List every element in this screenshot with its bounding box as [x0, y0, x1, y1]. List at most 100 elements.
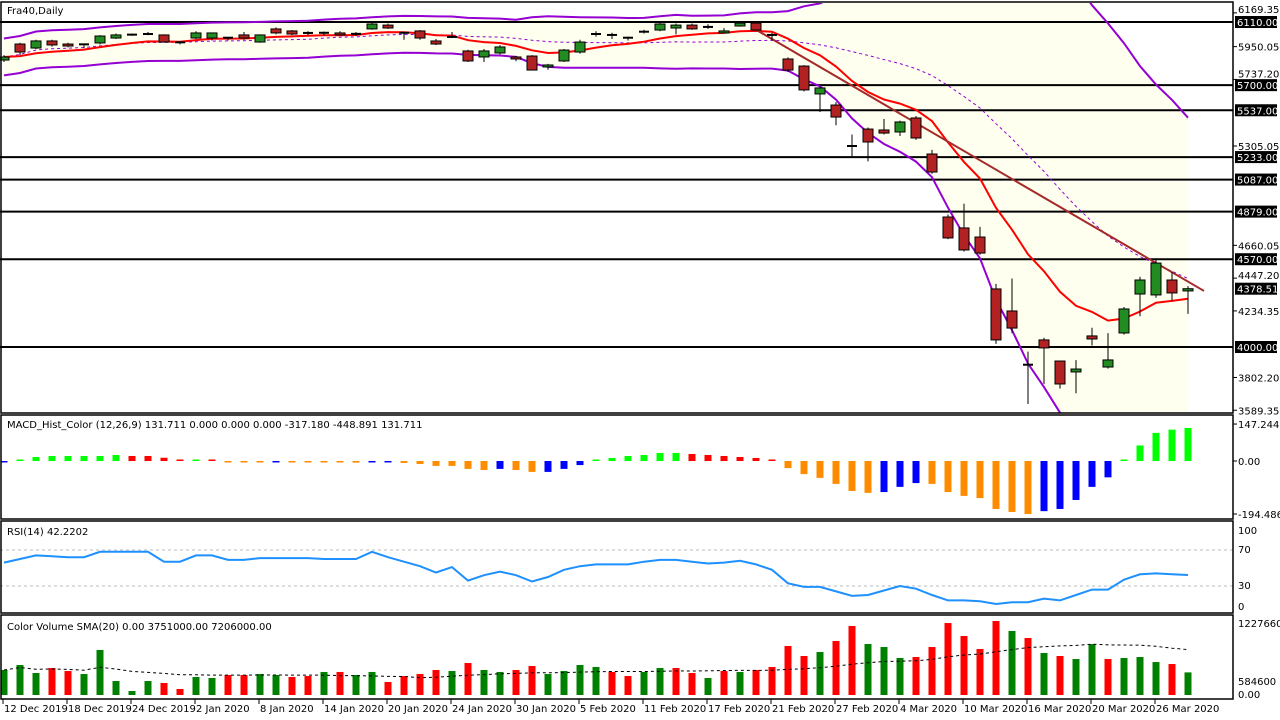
- macd-bar: [960, 461, 968, 496]
- candle: [847, 134, 857, 158]
- level-label: 5087.00: [1237, 176, 1278, 187]
- level-label-bg: [1235, 104, 1277, 117]
- candle: [830, 102, 842, 126]
- candle-body: [574, 41, 586, 53]
- level-label: 6110.00: [1237, 18, 1278, 29]
- candle-body: [990, 288, 1002, 341]
- time-label: 8 Jan 2020: [260, 704, 314, 715]
- macd-bar: [384, 461, 392, 463]
- candle: [382, 23, 394, 29]
- candle-body: [430, 40, 442, 45]
- price-tick-label: 4660.05: [1238, 241, 1279, 252]
- volume-bar: [416, 674, 424, 695]
- candle: [894, 120, 906, 136]
- candle: [158, 34, 170, 43]
- bollinger-middle: [3, 33, 1189, 280]
- candle-body: [830, 104, 842, 118]
- candle: [190, 31, 202, 39]
- candle: [990, 283, 1002, 344]
- candle: [670, 23, 682, 35]
- volume-bar: [832, 640, 840, 695]
- chart-title: Fra40,Daily: [7, 6, 64, 17]
- candle-body: [958, 227, 970, 251]
- candle: [206, 32, 218, 41]
- candle-body: [862, 128, 874, 143]
- candle-body: [30, 40, 42, 49]
- level-label-bg: [1235, 205, 1277, 218]
- candle: [798, 65, 810, 92]
- macd-label: MACD_Hist_Color (12,26,9) 131.711 0.000 …: [7, 420, 422, 431]
- volume-bar: [992, 621, 1000, 695]
- volume-bar: [880, 647, 888, 695]
- candle: [574, 39, 586, 54]
- level-label-bg: [1235, 151, 1277, 164]
- volume-bar: [976, 649, 984, 695]
- level-label: 4570.00: [1237, 255, 1278, 266]
- volume-bar: [560, 671, 568, 695]
- price-tick-label: 6169.35: [1238, 5, 1279, 16]
- candle-body: [110, 34, 122, 39]
- rsi-axis-label: 100: [1238, 526, 1257, 537]
- candle-body: [46, 40, 58, 46]
- candle: [591, 31, 601, 37]
- time-label: 12 Dec 2019: [4, 704, 68, 715]
- time-label: 18 Dec 2019: [68, 704, 132, 715]
- bollinger-fill: [4, 3, 1188, 413]
- macd-bar: [336, 461, 344, 463]
- volume-bar: [736, 671, 744, 695]
- macd-bar: [224, 461, 232, 463]
- price-tick-label: 5950.05: [1238, 43, 1279, 54]
- candle: [447, 32, 457, 39]
- candle: [14, 42, 26, 55]
- candle: [926, 149, 938, 174]
- macd-bar: [144, 455, 152, 461]
- macd-bar: [1072, 461, 1080, 500]
- candle: [127, 33, 137, 36]
- volume-bar: [160, 683, 168, 695]
- candle: [1070, 360, 1082, 394]
- volume-bar: [576, 664, 584, 695]
- candle-body: [974, 236, 986, 254]
- volume-bar: [320, 671, 328, 695]
- macd-bar: [320, 461, 328, 463]
- volume-bar: [1024, 637, 1032, 695]
- volume-bar: [96, 649, 104, 695]
- macd-bar: [288, 461, 296, 463]
- volume-bar: [752, 669, 760, 695]
- volume-axis-label: 584600: [1238, 677, 1276, 688]
- macd-bar: [800, 461, 808, 475]
- candle: [750, 22, 762, 31]
- volume-bar: [864, 644, 872, 695]
- volume-bar: [816, 652, 824, 695]
- candle-body: [270, 28, 282, 34]
- volume-bar: [1072, 659, 1080, 695]
- volume-bar: [368, 671, 376, 695]
- macd-bar: [480, 461, 488, 470]
- macd-bar: [240, 461, 248, 463]
- volume-bar: [768, 666, 776, 695]
- volume-bar: [448, 671, 456, 695]
- volume-bar: [496, 671, 504, 695]
- macd-bar: [576, 461, 584, 466]
- trendline[interactable]: [755, 28, 1205, 292]
- candle-body: [62, 43, 74, 47]
- candle-body: [1054, 360, 1066, 385]
- price-tick-label: 5305.05: [1238, 142, 1279, 153]
- candle: [79, 43, 89, 49]
- volume-bar: [1136, 657, 1144, 695]
- volume-bar: [432, 669, 440, 695]
- candle: [414, 30, 426, 40]
- candle-body: [894, 121, 906, 133]
- macd-bar: [448, 461, 456, 466]
- candle-body: [654, 23, 666, 31]
- rsi-line: [3, 550, 1189, 606]
- macd-bar: [752, 457, 760, 461]
- candle-body: [478, 50, 490, 58]
- candle: [1134, 276, 1146, 317]
- candle: [334, 31, 346, 36]
- candle-body: [942, 216, 954, 239]
- volume-bar: [400, 676, 408, 695]
- time-label: 14 Jan 2020: [324, 704, 384, 715]
- macd-bar: [1008, 461, 1016, 512]
